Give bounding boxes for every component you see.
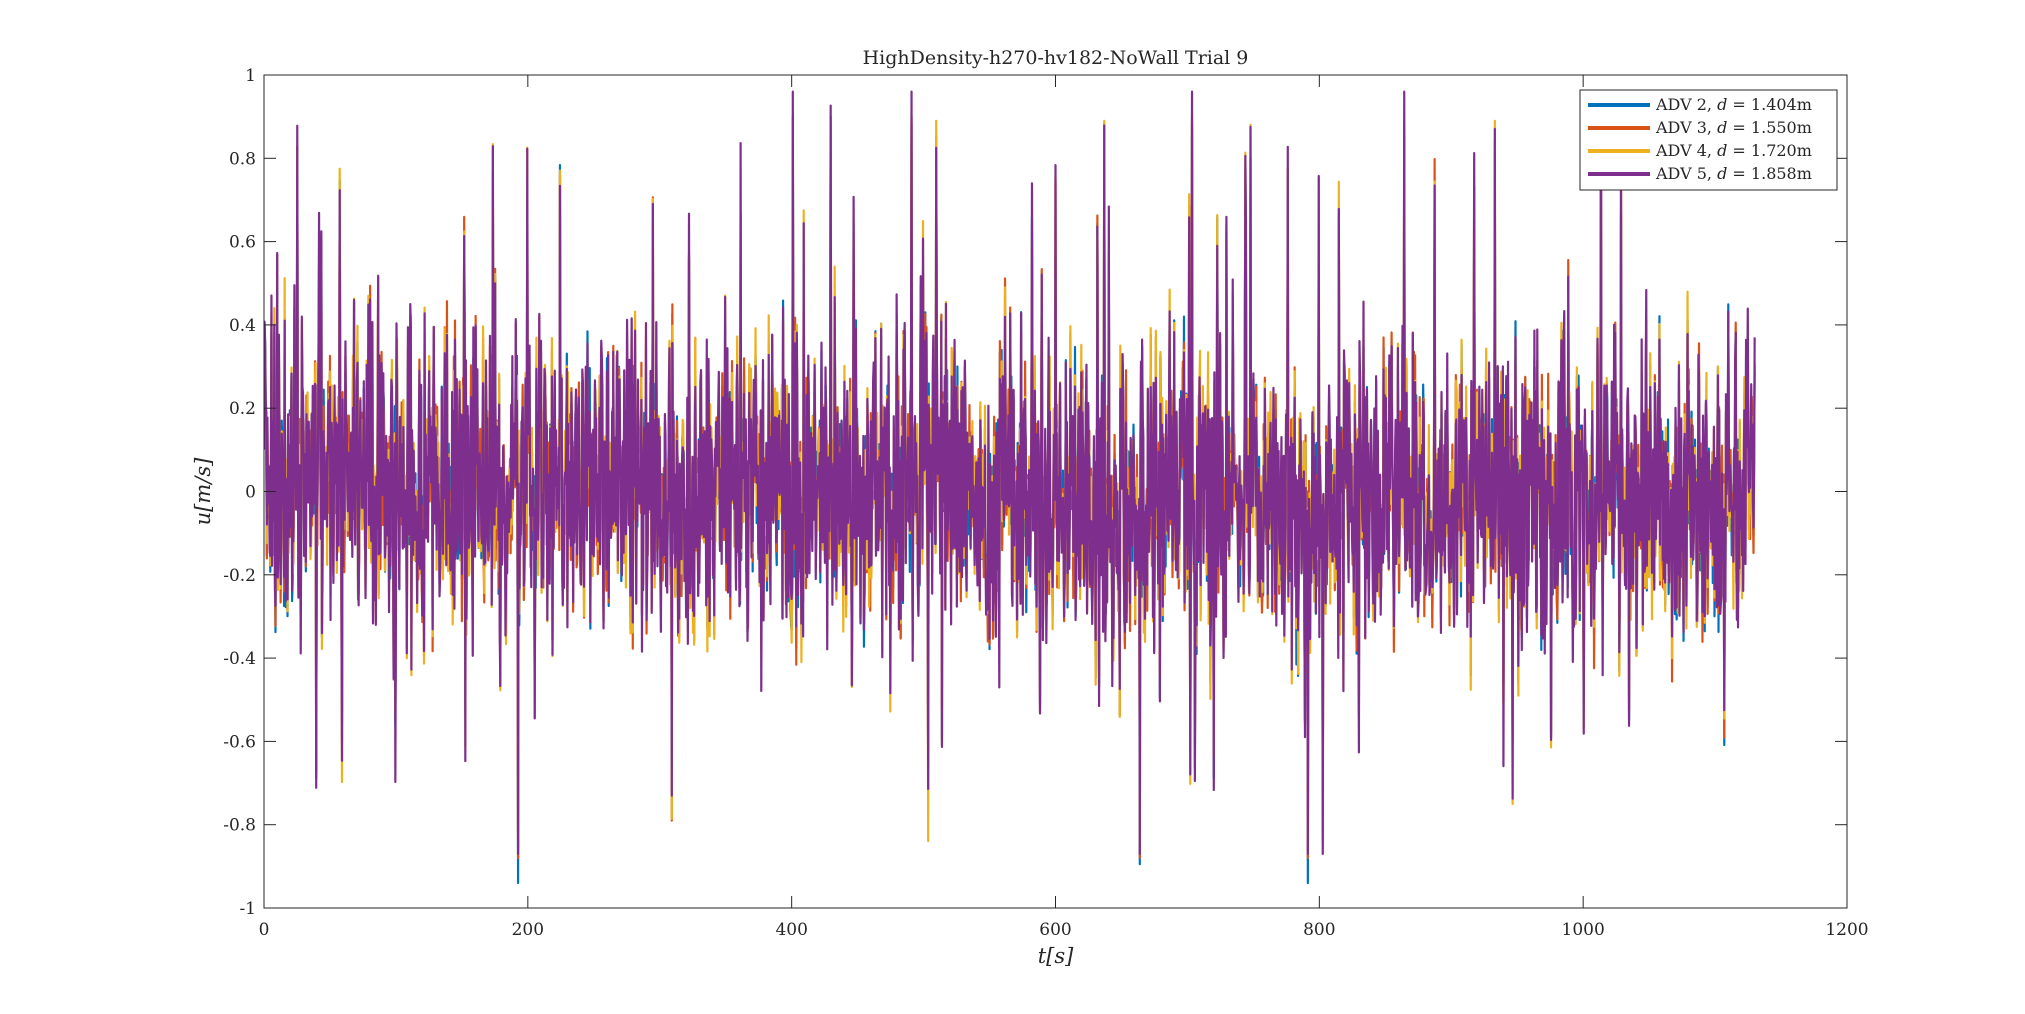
y-tick-label: 0.4	[229, 316, 256, 336]
x-tick-label: 400	[775, 920, 807, 940]
ticks-layer: 0 200 400 600 800 1000 1200 1 0.8 0.6 0.4 0.2 0 -0.2 -…	[223, 66, 1868, 940]
legend: ADV 2, d = 1.404m ADV 3, d = 1.550m ADV 4,…	[1579, 89, 1838, 191]
chart-title: HighDensity-h270-hv182-NoWall Trial 9	[863, 47, 1249, 69]
y-tick-label: 1	[245, 66, 256, 86]
y-tick-label: -0.2	[223, 566, 256, 586]
y-tick-label: 0	[245, 483, 256, 503]
y-tick-label: -1	[239, 899, 256, 919]
legend-entry: ADV 2, d = 1.404m	[1655, 95, 1812, 114]
series-line-adv-5	[264, 90, 1756, 855]
x-tick-label: 1000	[1562, 920, 1605, 940]
x-tick-label: 1200	[1825, 920, 1868, 940]
x-tick-label: 200	[512, 920, 544, 940]
legend-entry: ADV 3, d = 1.550m	[1655, 118, 1812, 137]
x-axis-label: t[s]	[1038, 944, 1074, 968]
y-axis-label: u[m/s]	[191, 457, 215, 525]
y-tick-label: -0.6	[223, 732, 256, 752]
x-tick-label: 0	[259, 920, 270, 940]
x-tick-label: 800	[1303, 920, 1335, 940]
x-tick-label: 600	[1039, 920, 1071, 940]
y-tick-label: -0.4	[223, 649, 256, 669]
y-tick-label: 0.8	[229, 149, 256, 169]
legend-entry: ADV 4, d = 1.720m	[1655, 141, 1812, 160]
y-tick-label: -0.8	[223, 816, 256, 836]
y-tick-label: 0.6	[229, 233, 256, 253]
series-layer	[264, 90, 1756, 885]
legend-entry: ADV 5, d = 1.858m	[1655, 164, 1812, 183]
y-tick-label: 0.2	[229, 399, 256, 419]
